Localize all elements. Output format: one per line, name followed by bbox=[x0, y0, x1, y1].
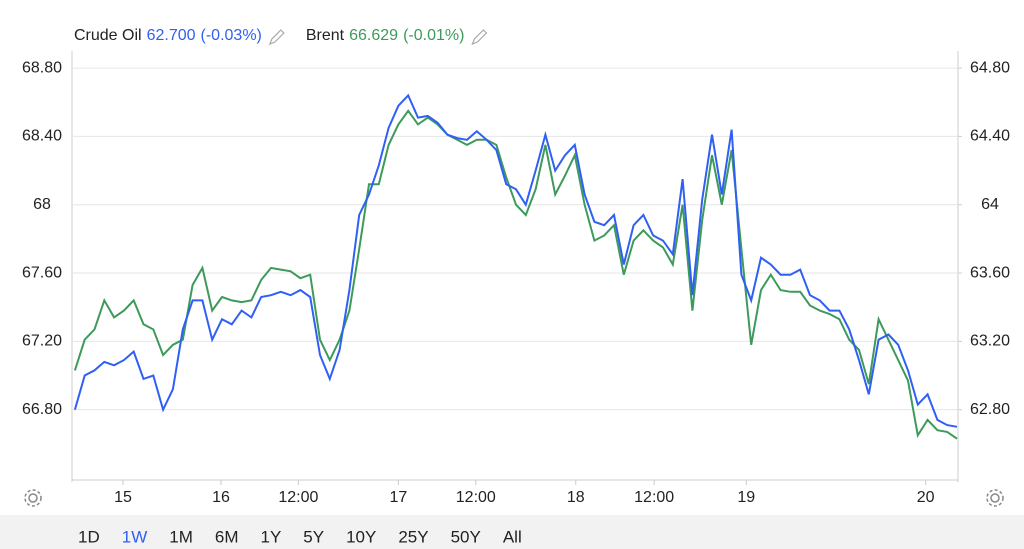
y-tick-label: 67.20 bbox=[22, 333, 62, 350]
y2-tick-label: 64.80 bbox=[970, 59, 1010, 76]
range-button[interactable]: 1D bbox=[78, 527, 100, 546]
y-tick-label: 67.60 bbox=[22, 264, 62, 281]
range-button[interactable]: 1Y bbox=[260, 527, 281, 546]
edit-icon[interactable] bbox=[268, 29, 285, 46]
range-button[interactable]: All bbox=[503, 527, 522, 546]
y2-tick-label: 64.40 bbox=[970, 128, 1010, 145]
range-button[interactable]: 25Y bbox=[398, 527, 428, 546]
x-tick-label: 19 bbox=[737, 489, 755, 506]
settings-icon[interactable] bbox=[24, 489, 42, 507]
legend-name: Brent bbox=[306, 27, 345, 44]
range-button[interactable]: 50Y bbox=[451, 527, 481, 546]
series-line bbox=[73, 93, 958, 428]
series-line bbox=[73, 109, 958, 440]
range-bar bbox=[0, 515, 1024, 549]
x-tick-label: 12:00 bbox=[456, 489, 496, 506]
edit-icon[interactable] bbox=[471, 29, 488, 46]
legend-price: 62.700 bbox=[147, 27, 196, 44]
y-tick-label: 66.80 bbox=[22, 401, 62, 418]
y2-tick-label: 63.20 bbox=[970, 333, 1010, 350]
range-button[interactable]: 6M bbox=[215, 527, 239, 546]
x-tick-label: 17 bbox=[389, 489, 407, 506]
settings-icon[interactable] bbox=[986, 489, 1004, 507]
x-tick-label: 12:00 bbox=[278, 489, 318, 506]
x-tick-label: 18 bbox=[567, 489, 585, 506]
y-tick-label: 68.80 bbox=[22, 59, 62, 76]
range-button[interactable]: 1W bbox=[122, 527, 148, 546]
legend-change: (-0.03%) bbox=[201, 27, 262, 44]
range-button[interactable]: 5Y bbox=[303, 527, 324, 546]
x-tick-label: 20 bbox=[917, 489, 935, 506]
y2-tick-label: 64 bbox=[981, 196, 999, 213]
range-button[interactable]: 1M bbox=[169, 527, 193, 546]
legend-change: (-0.01%) bbox=[403, 27, 464, 44]
y-tick-label: 68 bbox=[33, 196, 51, 213]
y2-tick-label: 63.60 bbox=[970, 264, 1010, 281]
range-button[interactable]: 10Y bbox=[346, 527, 376, 546]
y2-tick-label: 62.80 bbox=[970, 401, 1010, 418]
x-tick-label: 15 bbox=[114, 489, 132, 506]
y-tick-label: 68.40 bbox=[22, 128, 62, 145]
x-tick-label: 16 bbox=[212, 489, 230, 506]
x-tick-label: 12:00 bbox=[634, 489, 674, 506]
legend-price: 66.629 bbox=[349, 27, 398, 44]
legend-name: Crude Oil bbox=[74, 27, 142, 44]
